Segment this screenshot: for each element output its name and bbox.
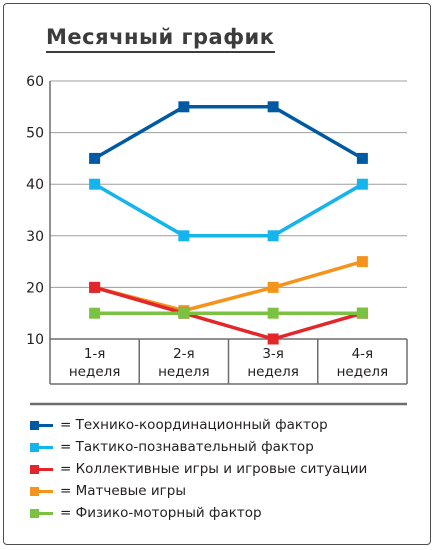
data-point [89,307,101,319]
chart-frame [3,3,431,545]
legend-item: = Матчевые игры [30,482,430,504]
legend-swatch [30,443,54,455]
line-chart: 10 20 30 40 50 60 1-я неделя 2-я неделя 3-я неделя 4… [26,74,408,406]
x-tick-label: неделя [337,364,389,380]
series-line-3 [94,259,363,313]
x-tick-label: 4-я [352,346,374,362]
x-tick-label: 2-я [173,346,195,362]
legend-label: = Тактико-познавательный фактор [60,439,314,455]
y-tick-label: 50 [26,126,44,142]
legend-label: = Матчевые игры [60,483,186,499]
y-tick-label: 40 [26,177,44,193]
data-point [356,178,368,190]
data-point [267,101,279,113]
data-point [178,307,190,319]
legend-label: = Технико-координационный фактор [60,417,328,433]
y-tick-label: 30 [26,229,44,245]
x-tick-label: неделя [158,364,210,380]
chart-legend: = Технико-координационный фактор = Тактик… [30,416,430,526]
legend-item: = Физико-моторный фактор [30,504,430,526]
x-tick-label: неделя [69,364,121,380]
legend-label: = Физико-моторный фактор [60,505,262,521]
data-point [267,307,279,319]
legend-label: = Коллективные игры и игровые ситуации [60,461,368,477]
legend-swatch [30,509,54,521]
legend-item: = Технико-координационный фактор [30,416,430,438]
data-point [267,281,279,293]
x-tick-label: 1-я [84,346,106,362]
legend-item: = Коллективные игры и игровые ситуации [30,460,430,482]
y-tick-label: 20 [26,280,44,296]
data-point [267,333,279,345]
data-point [89,152,101,164]
y-tick-label: 10 [26,332,44,348]
data-point [178,101,190,113]
legend-swatch [30,465,54,477]
data-point [89,281,101,293]
y-tick-label: 60 [26,74,44,90]
legend-item: = Тактико-познавательный фактор [30,438,430,460]
data-point [356,152,368,164]
data-point [89,178,101,190]
data-point [356,256,368,268]
data-point [178,230,190,242]
series-line-0 [93,105,364,160]
x-tick-label: 3-я [262,346,284,362]
x-tick-label: неделя [247,364,299,380]
data-point [356,307,368,319]
chart-title: Месячный график [46,24,275,53]
series-line-2 [94,285,363,341]
legend-swatch [30,487,54,499]
legend-swatch [30,421,54,433]
series-line-1 [93,182,364,238]
data-point [267,230,279,242]
